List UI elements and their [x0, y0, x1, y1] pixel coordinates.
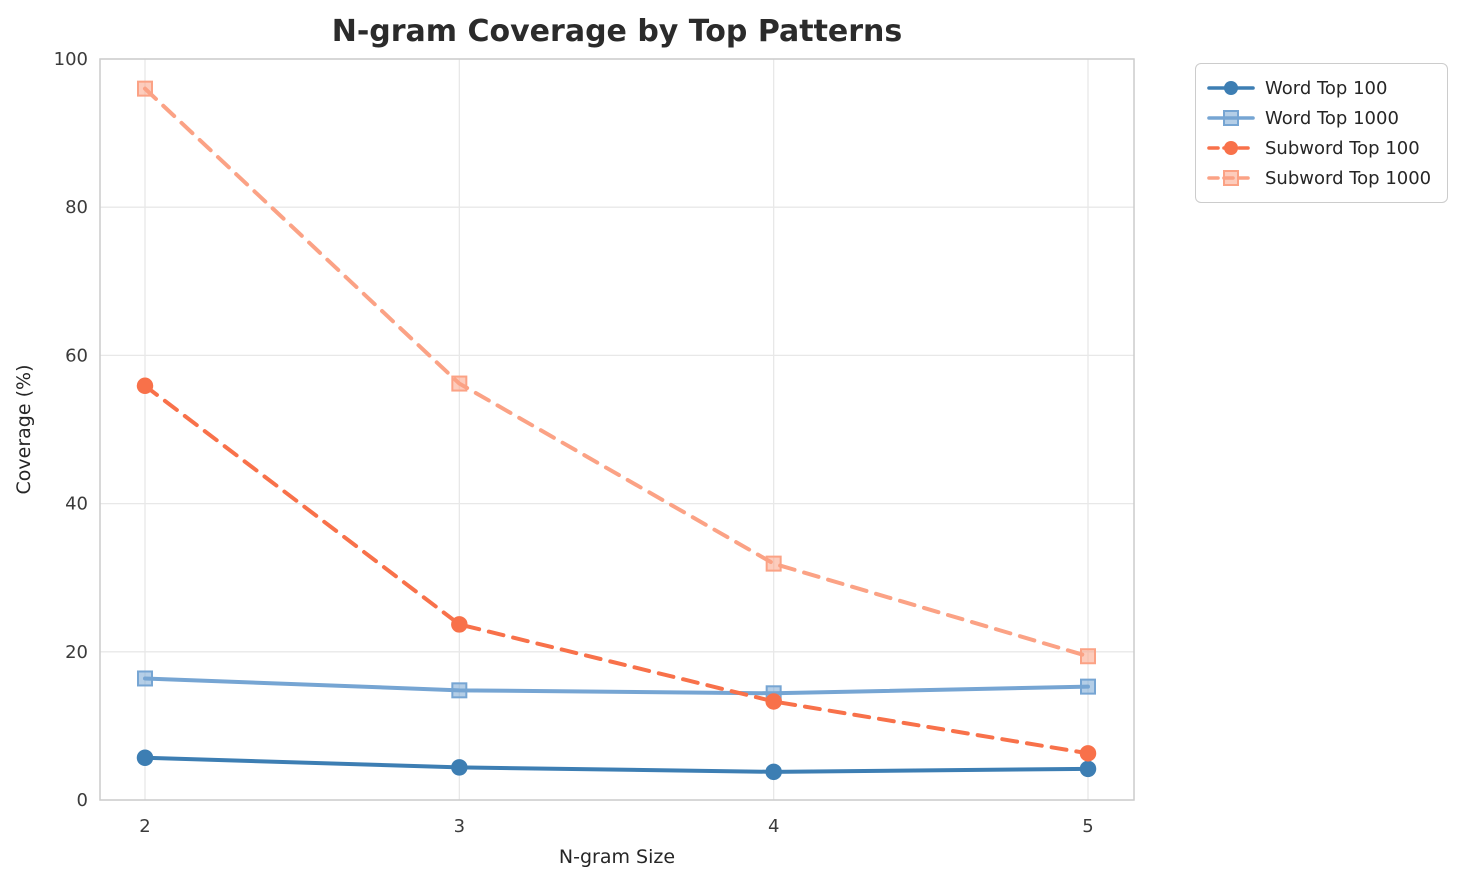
data-point-word-top-100 — [451, 759, 468, 776]
data-point-subword-top-1000 — [451, 375, 468, 392]
series-line-word-top-100 — [143, 755, 1090, 774]
legend-swatch-subword-top-100 — [1207, 141, 1255, 155]
x-tick-label: 2 — [139, 816, 150, 837]
data-point-word-top-100 — [765, 763, 782, 781]
legend-marker — [1223, 170, 1239, 186]
y-tick-label: 40 — [65, 494, 88, 515]
y-tick-label: 100 — [54, 49, 88, 70]
chart-title: N-gram Coverage by Top Patterns — [332, 14, 903, 49]
y-tick-label: 20 — [65, 642, 88, 663]
legend: Word Top 100 Word Top 1000 Subword Top 100… — [1195, 63, 1449, 203]
legend-item-subword-top-100: Subword Top 100 — [1207, 133, 1431, 163]
legend-label: Subword Top 1000 — [1265, 167, 1432, 189]
legend-marker — [1224, 141, 1238, 155]
y-tick-label: 0 — [77, 790, 88, 811]
data-point-subword-top-100 — [765, 693, 782, 710]
legend-label: Word Top 1000 — [1265, 107, 1399, 129]
legend-label: Word Top 100 — [1265, 77, 1388, 99]
y-axis-label: Coverage (%) — [13, 365, 35, 495]
legend-marker — [1223, 110, 1239, 126]
series-line-subword-top-1000 — [143, 86, 1090, 659]
data-point-subword-top-1000 — [137, 80, 153, 97]
spine-layer — [99, 58, 1135, 801]
data-point-subword-top-1000 — [1080, 648, 1096, 665]
y-tick-label: 80 — [65, 197, 88, 218]
legend-marker — [1224, 81, 1238, 95]
data-point-subword-top-100 — [1079, 745, 1097, 762]
data-point-subword-top-1000 — [765, 555, 782, 572]
x-tick-label: 5 — [1082, 816, 1093, 837]
series-line-subword-top-100 — [143, 383, 1090, 756]
x-axis-label: N-gram Size — [559, 846, 675, 868]
data-point-word-top-100 — [136, 749, 154, 767]
legend-item-word-top-1000: Word Top 1000 — [1207, 103, 1431, 133]
legend-item-subword-top-1000: Subword Top 1000 — [1207, 163, 1431, 193]
plot-border — [99, 58, 1135, 801]
legend-swatch-word-top-1000 — [1207, 110, 1255, 126]
data-point-subword-top-100 — [136, 377, 154, 395]
data-point-subword-top-100 — [451, 616, 468, 633]
tick-layer: 0 20 40 60 80 100 2 3 4 5 — [54, 49, 1094, 837]
data-point-word-top-100 — [1079, 760, 1097, 778]
x-tick-label: 4 — [768, 816, 779, 837]
y-tick-label: 60 — [65, 345, 88, 366]
data-point-word-top-1000 — [137, 670, 153, 687]
data-point-word-top-1000 — [451, 682, 468, 699]
series-layer — [136, 80, 1097, 781]
x-tick-label: 3 — [454, 816, 465, 837]
legend-swatch-subword-top-1000 — [1207, 170, 1255, 186]
legend-item-word-top-100: Word Top 100 — [1207, 73, 1431, 103]
legend-swatch-word-top-100 — [1207, 81, 1255, 95]
legend-label: Subword Top 100 — [1265, 137, 1420, 159]
data-point-word-top-1000 — [1080, 678, 1096, 695]
series-line-word-top-1000 — [143, 676, 1090, 696]
